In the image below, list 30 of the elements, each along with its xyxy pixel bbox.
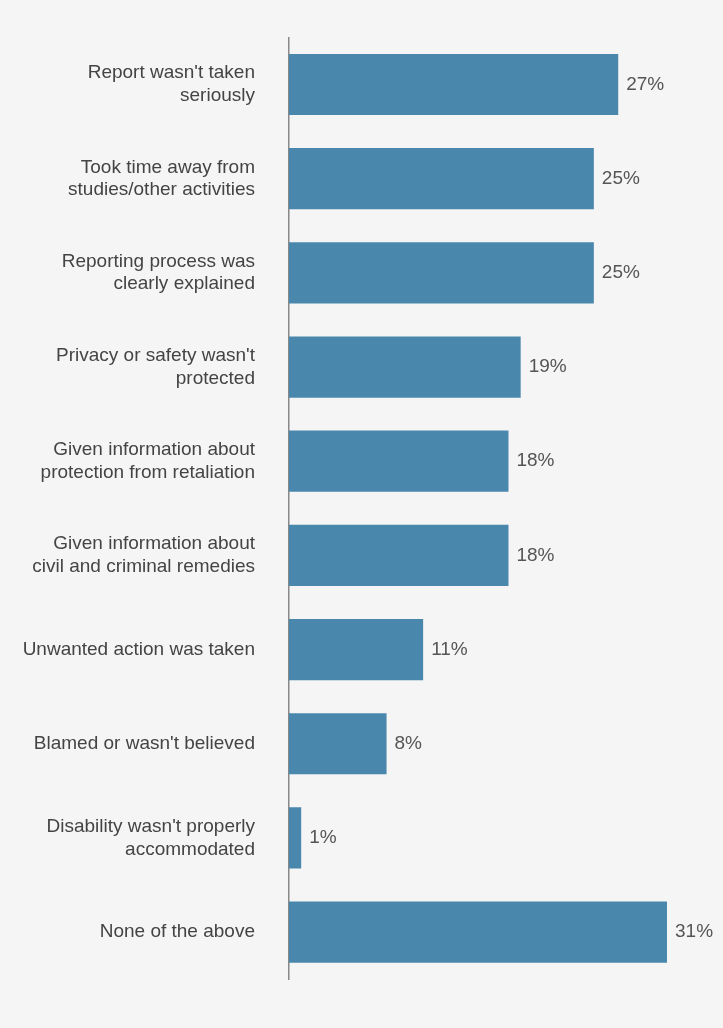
bar [289,430,509,492]
y-tick-label: Report wasn't taken seriously [87,61,256,106]
bar [289,53,619,116]
data-label: 18% [516,543,555,565]
y-tick-label: Reporting process was clearly explained [61,249,255,294]
y-tick-label: Given information about protection from retaliation [40,438,256,482]
data-label: 25% [601,261,640,283]
data-label: 18% [516,449,555,471]
bar [289,524,509,586]
bar [289,242,594,304]
data-label: 27% [626,72,665,94]
bar [289,901,667,963]
y-tick-label: Given information about civil and criminal remedies [32,532,256,577]
y-tick-label: Blamed or wasn't believed [33,731,255,753]
data-label: 31% [675,920,714,942]
y-tick-label: None of the above [99,920,255,942]
bar [289,148,594,210]
y-tick-label: Disability wasn't properly accommodated [46,814,256,859]
y-tick-label: Unwanted action was taken [22,637,255,659]
y-tick-label: Privacy or safety wasn't protected [56,343,256,388]
bar [289,618,424,681]
data-label: 8% [394,731,423,753]
bar [289,807,302,869]
y-tick-label: Took time away from studies/other activities [68,155,255,200]
bar [289,336,521,398]
data-label: 1% [309,826,337,848]
data-label: 11% [431,637,468,659]
data-label: 19% [528,355,567,377]
data-label: 25% [601,166,640,188]
bar [289,713,387,775]
